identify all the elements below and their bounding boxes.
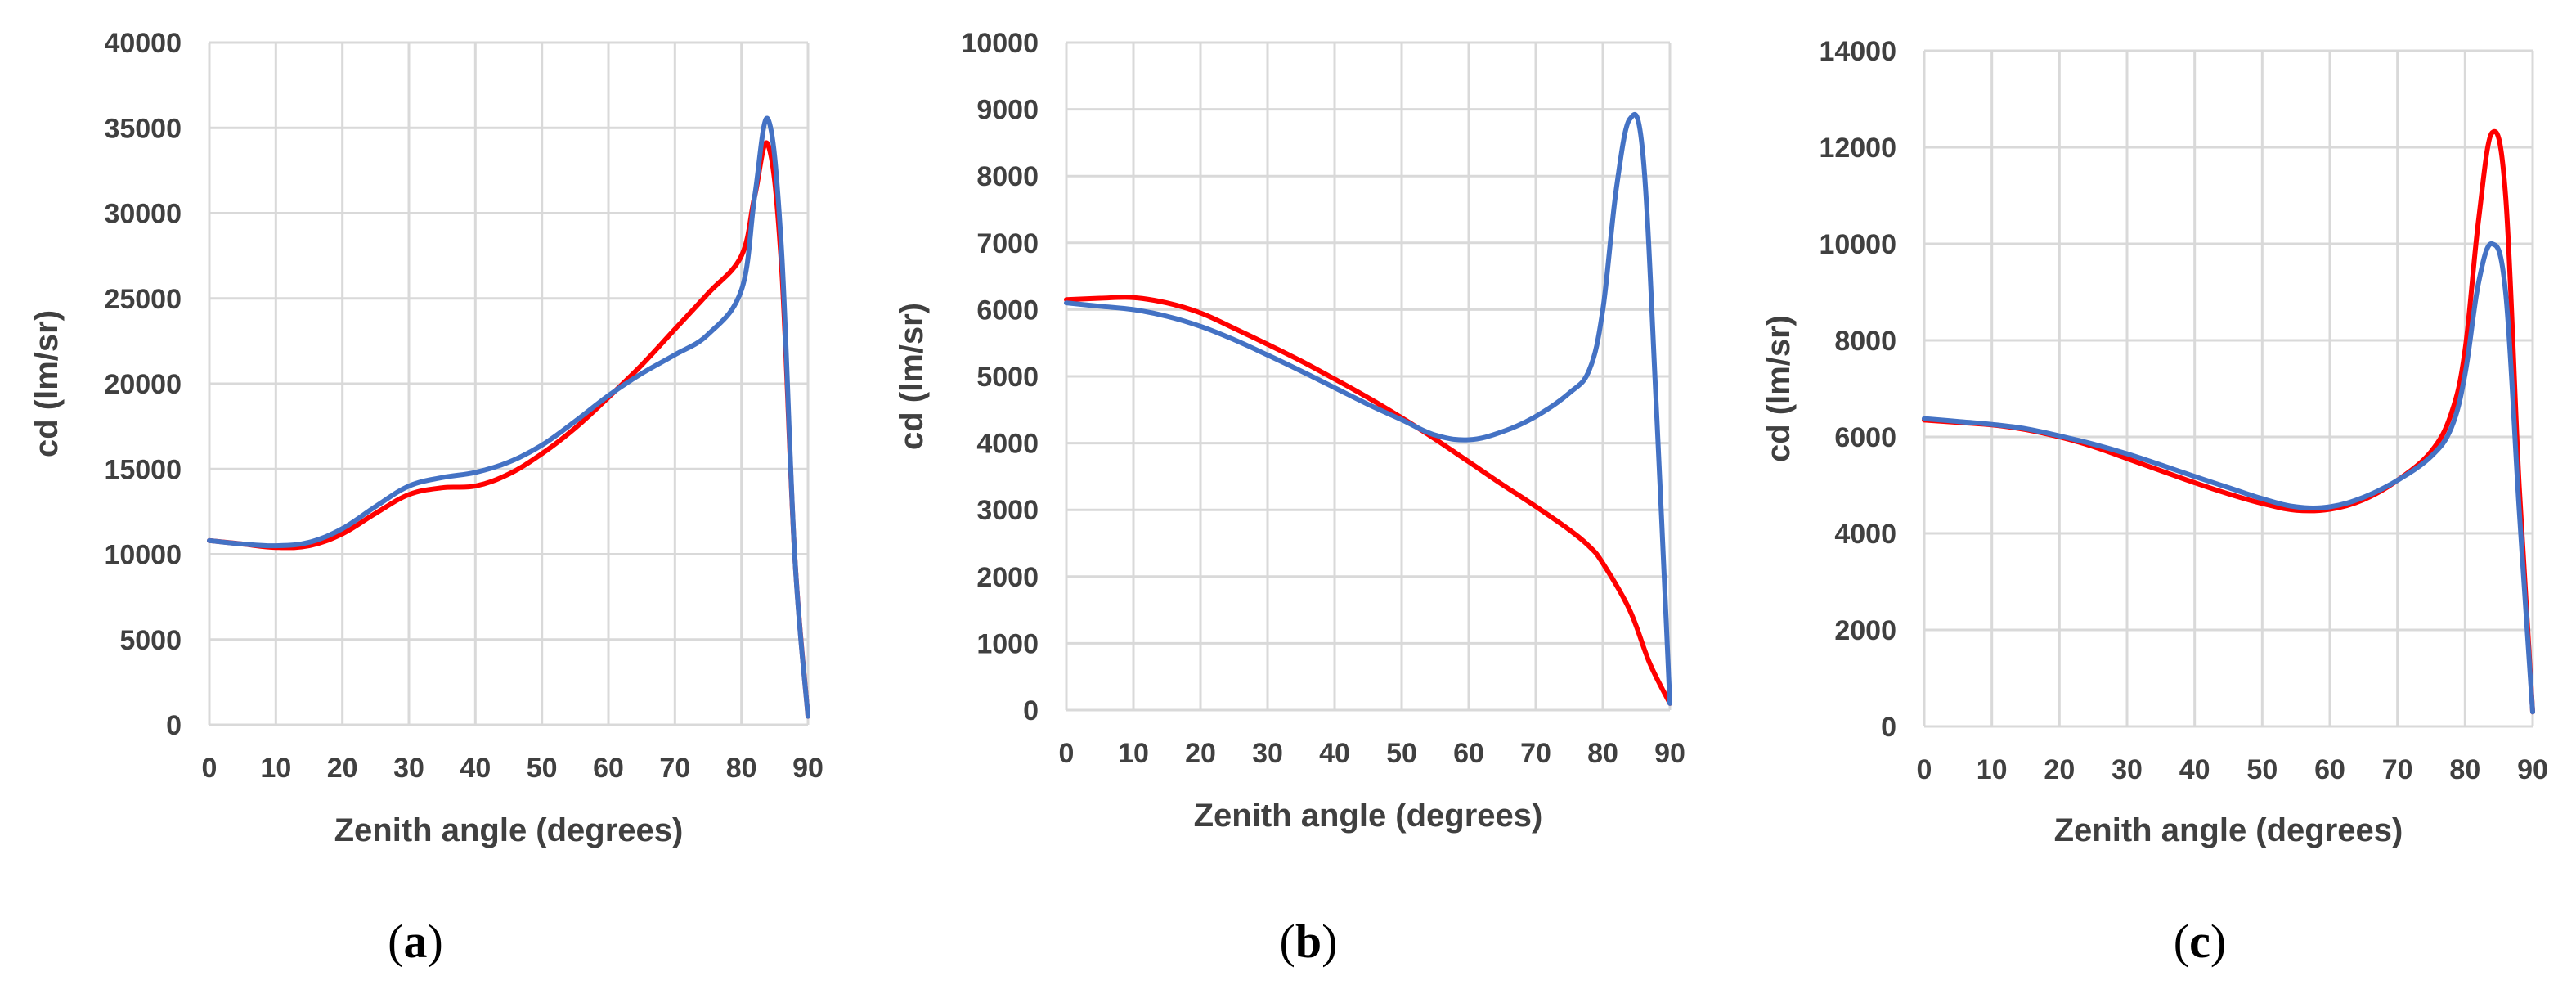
x-tick-label: 20 xyxy=(327,753,358,784)
x-tick-label: 70 xyxy=(659,753,690,784)
y-tick-label: 6000 xyxy=(1834,422,1896,453)
x-tick-label: 50 xyxy=(527,753,558,784)
y-tick-label: 0 xyxy=(166,710,182,741)
y-tick-label: 10000 xyxy=(104,540,182,571)
y-tick-label: 7000 xyxy=(976,228,1039,259)
y-tick-label: 35000 xyxy=(104,113,182,144)
y-tick-label: 4000 xyxy=(1834,519,1896,550)
y-tick-label: 2000 xyxy=(976,562,1039,593)
y-tick-label: 5000 xyxy=(976,362,1039,393)
y-tick-label: 10000 xyxy=(961,28,1039,59)
y-tick-label: 10000 xyxy=(1819,229,1896,260)
x-tick-label: 60 xyxy=(593,753,624,784)
y-tick-label: 14000 xyxy=(1819,36,1896,67)
y-tick-label: 8000 xyxy=(1834,326,1896,357)
y-tick-label: 5000 xyxy=(119,625,182,656)
y-tick-label: 15000 xyxy=(104,454,182,485)
x-tick-label: 10 xyxy=(1118,738,1149,769)
panel-label: (b) xyxy=(1280,915,1338,968)
x-tick-label: 20 xyxy=(1185,738,1216,769)
x-tick-label: 60 xyxy=(1453,738,1484,769)
series-line-red xyxy=(207,140,810,719)
y-axis-title: cd (lm/sr) xyxy=(894,303,930,450)
panel-label: (a) xyxy=(388,915,443,968)
y-tick-label: 6000 xyxy=(976,295,1039,326)
y-tick-label: 2000 xyxy=(1834,615,1896,646)
x-tick-label: 0 xyxy=(1059,738,1075,769)
x-tick-label: 90 xyxy=(2517,754,2548,785)
y-tick-label: 3000 xyxy=(976,495,1039,526)
y-axis-title: cd (lm/sr) xyxy=(1761,315,1797,462)
series-line-red xyxy=(1922,128,2535,715)
series-line-blue xyxy=(1064,112,1672,706)
y-tick-label: 25000 xyxy=(104,284,182,315)
x-tick-label: 90 xyxy=(792,753,824,784)
x-tick-label: 70 xyxy=(2382,754,2413,785)
x-tick-label: 70 xyxy=(1520,738,1551,769)
chart-panel-c: 0 2000 4000 6000 8000 10000 12000 14000 0 10 20 30 4… xyxy=(1761,36,2548,968)
x-tick-label: 80 xyxy=(726,753,757,784)
chart-panel-b: 0100020003000400050006000700080009000100… xyxy=(894,28,1685,968)
x-tick-label: 0 xyxy=(202,753,218,784)
series-line-blue xyxy=(1922,241,2535,715)
y-tick-label: 0 xyxy=(1881,712,1896,743)
x-tick-label: 40 xyxy=(460,753,491,784)
x-tick-label: 80 xyxy=(1587,738,1618,769)
y-tick-label: 12000 xyxy=(1819,133,1896,164)
x-tick-label: 30 xyxy=(2112,754,2143,785)
x-tick-label: 80 xyxy=(2449,754,2480,785)
x-tick-label: 60 xyxy=(2314,754,2345,785)
x-tick-label: 10 xyxy=(260,753,291,784)
y-tick-label: 1000 xyxy=(976,628,1039,659)
y-tick-label: 8000 xyxy=(976,161,1039,192)
x-tick-label: 40 xyxy=(2179,754,2210,785)
x-tick-label: 0 xyxy=(1917,754,1932,785)
x-tick-label: 50 xyxy=(2246,754,2278,785)
y-axis-title: cd (lm/sr) xyxy=(29,310,65,457)
y-tick-label: 0 xyxy=(1023,695,1039,726)
x-tick-label: 30 xyxy=(1252,738,1283,769)
x-tick-label: 20 xyxy=(2044,754,2075,785)
series-line-blue xyxy=(207,115,810,719)
y-tick-label: 30000 xyxy=(104,199,182,230)
chart-panel-a: 0 5000 10000 15000 20000 25000 30000 35000 40000… xyxy=(29,28,824,968)
x-tick-label: 10 xyxy=(1977,754,2008,785)
panel-label: (c) xyxy=(2174,915,2226,968)
x-axis-title: Zenith angle (degrees) xyxy=(334,812,684,848)
x-tick-label: 90 xyxy=(1654,738,1685,769)
x-axis-title: Zenith angle (degrees) xyxy=(2054,812,2403,848)
x-tick-label: 40 xyxy=(1319,738,1350,769)
y-tick-label: 4000 xyxy=(976,429,1039,460)
y-tick-label: 9000 xyxy=(976,95,1039,126)
y-tick-label: 40000 xyxy=(104,28,182,59)
y-tick-label: 20000 xyxy=(104,369,182,400)
x-axis-title: Zenith angle (degrees) xyxy=(1194,798,1543,834)
x-tick-label: 50 xyxy=(1386,738,1417,769)
x-tick-label: 30 xyxy=(393,753,424,784)
